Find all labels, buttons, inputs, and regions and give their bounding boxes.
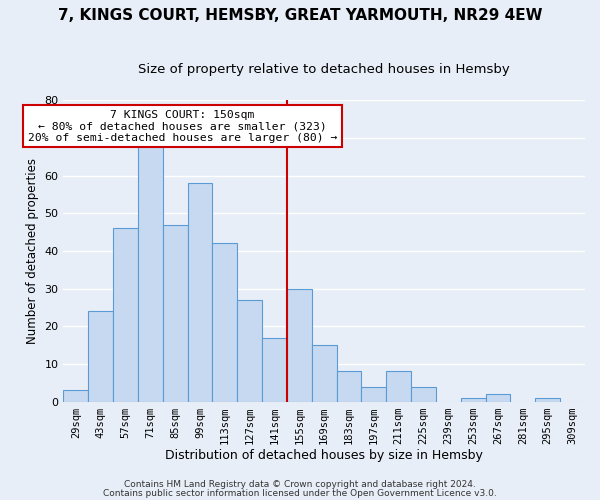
Bar [485, 394, 511, 402]
Bar [237, 300, 262, 402]
Bar [312, 345, 337, 402]
Bar [461, 398, 485, 402]
Text: 7 KINGS COURT: 150sqm
← 80% of detached houses are smaller (323)
20% of semi-det: 7 KINGS COURT: 150sqm ← 80% of detached … [28, 110, 337, 143]
Bar [212, 244, 237, 402]
Text: Contains HM Land Registry data © Crown copyright and database right 2024.: Contains HM Land Registry data © Crown c… [124, 480, 476, 489]
Text: 7, KINGS COURT, HEMSBY, GREAT YARMOUTH, NR29 4EW: 7, KINGS COURT, HEMSBY, GREAT YARMOUTH, … [58, 8, 542, 22]
Bar [337, 372, 361, 402]
Bar [88, 311, 113, 402]
Text: Contains public sector information licensed under the Open Government Licence v3: Contains public sector information licen… [103, 488, 497, 498]
Bar [163, 224, 188, 402]
Bar [386, 372, 411, 402]
Title: Size of property relative to detached houses in Hemsby: Size of property relative to detached ho… [139, 62, 510, 76]
Bar [64, 390, 88, 402]
Bar [138, 146, 163, 402]
Bar [287, 288, 312, 402]
Bar [361, 386, 386, 402]
Bar [113, 228, 138, 402]
Bar [262, 338, 287, 402]
Bar [188, 183, 212, 402]
Bar [411, 386, 436, 402]
Bar [535, 398, 560, 402]
Y-axis label: Number of detached properties: Number of detached properties [26, 158, 39, 344]
X-axis label: Distribution of detached houses by size in Hemsby: Distribution of detached houses by size … [165, 450, 483, 462]
